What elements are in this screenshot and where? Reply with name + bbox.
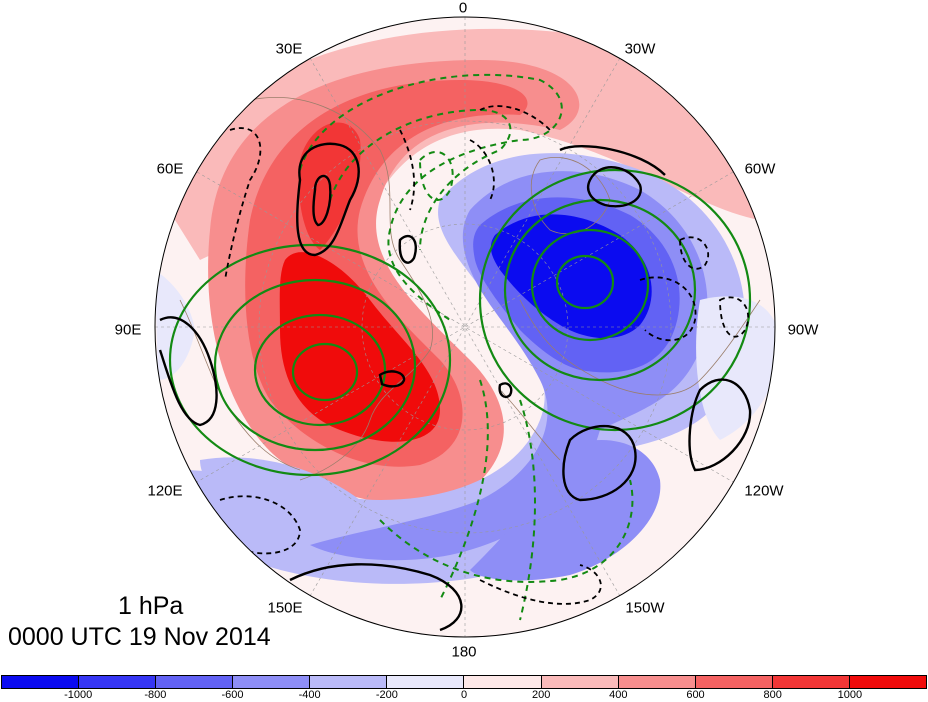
colorbar-tick-label: -200 xyxy=(375,689,398,701)
colorbar-segment xyxy=(849,676,926,688)
black-contour-center xyxy=(378,370,406,388)
green-contour-east-1 xyxy=(478,168,752,432)
black-contours xyxy=(158,142,752,632)
black-contour-west xyxy=(158,316,218,427)
green-dashed-contour-3 xyxy=(439,379,536,621)
latitude-circle-inner xyxy=(361,223,569,431)
longitude-label-90e: 90E xyxy=(114,321,142,339)
colorbar-segment xyxy=(464,676,542,688)
colorbar-tick-label: -1000 xyxy=(64,689,93,701)
negative-core xyxy=(490,214,652,339)
negative-region-pacific xyxy=(200,457,360,512)
longitude-label-180: 180 xyxy=(451,643,477,661)
meridian-30e-150w xyxy=(309,57,621,597)
black-contour-southwest xyxy=(289,563,463,632)
longitude-label-0: 0 xyxy=(458,0,468,17)
green-dashed-contour-1 xyxy=(299,73,563,321)
polar-map xyxy=(154,16,776,638)
colorbar xyxy=(1,675,927,689)
green-dashed-contour-2 xyxy=(329,108,512,251)
black-dashed-contour-3 xyxy=(639,276,697,342)
black-dashed-contour-7 xyxy=(719,296,750,338)
colorbar-segment xyxy=(2,676,80,688)
colorbar-tick-label: 0 xyxy=(460,689,468,701)
colorbar-segment xyxy=(233,676,311,688)
longitude-label-90w: 90W xyxy=(787,321,819,339)
colorbar-segment xyxy=(695,676,773,688)
black-dashed-contour-4 xyxy=(679,236,710,270)
black-contour-north xyxy=(296,142,360,257)
longitude-label-150w: 150W xyxy=(625,599,665,617)
meridian-60w-120e xyxy=(196,171,734,483)
green-dashed-contours xyxy=(299,73,634,621)
colorbar-tick-label: 200 xyxy=(531,689,551,701)
longitude-label-120e: 120E xyxy=(147,482,183,500)
longitude-label-60w: 60W xyxy=(744,160,776,178)
coastline-north-america xyxy=(519,299,761,396)
colorbar-segment xyxy=(541,676,619,688)
green-dashed-contour-5 xyxy=(418,150,454,201)
black-contour-greenland xyxy=(586,166,642,208)
black-contour-barents xyxy=(398,234,417,264)
longitude-label-120w: 120W xyxy=(744,482,784,500)
positive-core xyxy=(279,252,440,442)
colorbar-tick-label: 800 xyxy=(763,689,782,701)
black-dashed-contour-1 xyxy=(224,127,262,281)
meridian-60e-120w xyxy=(196,171,734,483)
green-contour-west-1 xyxy=(168,243,452,477)
green-contour-west-3 xyxy=(253,313,387,427)
black-contour-bering xyxy=(498,382,513,399)
colorbar-tick-label: 600 xyxy=(686,689,705,701)
green-contour-east-4 xyxy=(555,254,615,310)
green-contours xyxy=(168,168,752,477)
green-contour-east-3 xyxy=(530,228,650,342)
longitude-label-150e: 150E xyxy=(267,599,303,617)
black-dashed-contour-6 xyxy=(479,564,602,605)
negative-region-east xyxy=(696,296,775,440)
negative-region-west xyxy=(155,270,195,380)
colorbar-segment xyxy=(310,676,388,688)
black-contour-northeast xyxy=(559,144,666,176)
green-contour-west-2 xyxy=(213,278,417,452)
longitude-label-30w: 30W xyxy=(624,40,656,58)
colorbar-tick-label: -800 xyxy=(144,689,167,701)
colorbar-segment xyxy=(618,676,696,688)
pressure-level-label: 1 hPa xyxy=(118,592,184,620)
black-contour-east xyxy=(688,378,752,472)
black-dashed-contours xyxy=(219,105,750,605)
colorbar-tick-label: 400 xyxy=(609,689,628,701)
colorbar-segment xyxy=(387,676,465,688)
black-dashed-contour-5 xyxy=(219,495,301,555)
shaded-field xyxy=(155,28,775,584)
colorbar-tick-label: -600 xyxy=(221,689,244,701)
colorbar-tick-label: -400 xyxy=(298,689,321,701)
colorbar-tick-label: 1000 xyxy=(837,689,863,701)
black-contour-alaska xyxy=(562,425,637,502)
colorbar-segment xyxy=(79,676,157,688)
date-label: 0000 UTC 19 Nov 2014 xyxy=(8,623,271,651)
colorbar-segment xyxy=(772,676,850,688)
colorbar-segment xyxy=(156,676,234,688)
black-contour-north-inner xyxy=(312,174,332,227)
green-contour-west-4 xyxy=(291,342,359,402)
green-contour-east-2 xyxy=(503,198,697,382)
negative-tongue-south xyxy=(470,440,661,581)
black-dashed-contour-8 xyxy=(399,129,416,211)
longitude-label-30e: 30E xyxy=(275,40,303,58)
longitude-label-60e: 60E xyxy=(156,160,184,178)
map-boundary xyxy=(154,16,776,638)
